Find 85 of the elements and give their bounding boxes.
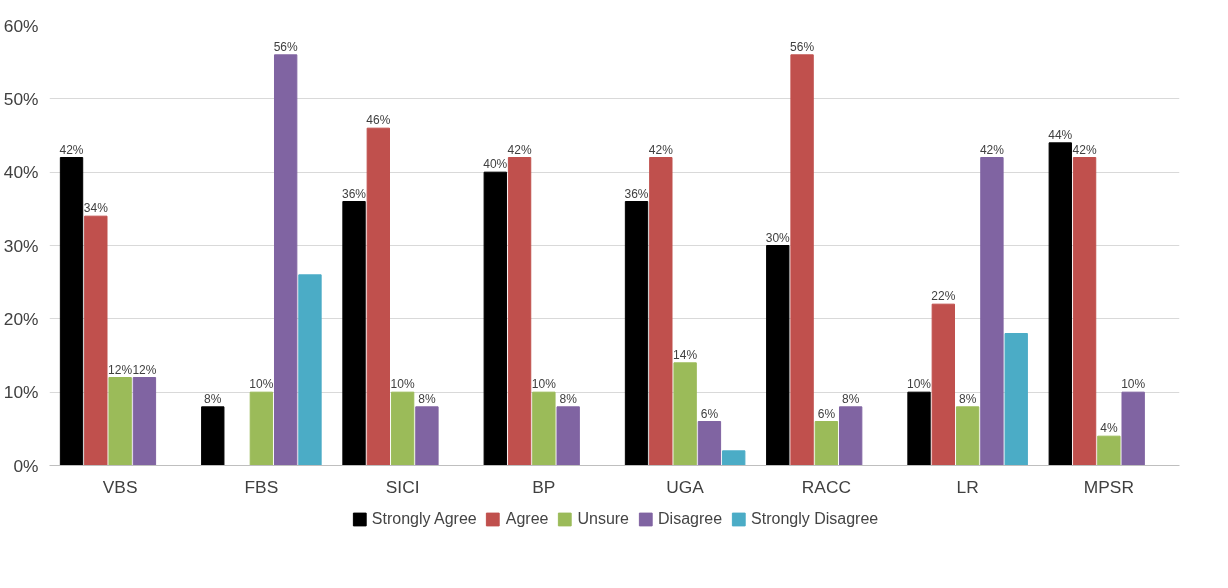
legend-label: Unsure xyxy=(577,510,630,528)
bar xyxy=(1072,157,1097,466)
bar xyxy=(790,54,814,466)
data-label: 42% xyxy=(59,142,84,157)
bar xyxy=(1004,333,1028,466)
legend-label: Disagree xyxy=(658,510,723,528)
bar xyxy=(1048,142,1072,466)
bar xyxy=(980,157,1004,466)
bar xyxy=(298,274,322,466)
legend-label: Strongly Agree xyxy=(371,510,477,528)
bar xyxy=(838,406,863,466)
bar xyxy=(201,406,225,466)
bar xyxy=(1121,391,1145,466)
bar xyxy=(415,406,439,466)
bar xyxy=(132,377,157,466)
y-tick-label: 50% xyxy=(3,88,39,109)
data-label: 8% xyxy=(559,391,578,406)
y-tick-label: 60% xyxy=(3,15,39,36)
y-tick-label: 20% xyxy=(3,308,39,329)
data-label: 6% xyxy=(817,406,836,421)
bar xyxy=(108,377,132,466)
x-tick-label: LR xyxy=(956,476,979,497)
x-tick-label: MPSR xyxy=(1083,476,1134,497)
y-tick-label: 40% xyxy=(3,162,39,183)
y-tick-label: 0% xyxy=(13,455,39,476)
x-tick-label: UGA xyxy=(666,476,705,497)
data-label: 40% xyxy=(483,157,508,172)
data-label: 36% xyxy=(624,186,649,201)
bar xyxy=(59,157,84,466)
data-label: 10% xyxy=(249,377,274,392)
data-label: 8% xyxy=(842,391,860,406)
bar xyxy=(673,362,697,466)
data-label: 8% xyxy=(204,391,222,406)
bar xyxy=(1097,435,1121,466)
data-label: 34% xyxy=(83,201,109,216)
bar xyxy=(649,157,673,466)
x-tick-label: SICI xyxy=(385,476,420,497)
bar xyxy=(342,201,366,466)
data-label: 10% xyxy=(907,377,932,392)
bar xyxy=(907,391,931,466)
data-label: 22% xyxy=(931,289,956,304)
bar xyxy=(624,201,649,466)
legend-label: Strongly Disagree xyxy=(751,510,879,528)
x-tick-label: RACC xyxy=(801,476,851,497)
data-label: 10% xyxy=(1121,377,1146,392)
data-label: 42% xyxy=(648,142,674,157)
bar xyxy=(697,421,722,466)
data-label: 44% xyxy=(1048,127,1073,142)
data-label: 10% xyxy=(531,377,557,392)
y-tick-label: 30% xyxy=(3,235,39,256)
bar xyxy=(507,157,532,466)
data-label: 12% xyxy=(108,362,133,377)
data-label: 56% xyxy=(273,39,299,54)
y-tick-label: 10% xyxy=(3,382,39,403)
bar xyxy=(722,450,746,466)
legend-label: Agree xyxy=(505,510,549,528)
data-label: 42% xyxy=(979,142,1005,157)
bar xyxy=(955,406,980,466)
x-tick-label: VBS xyxy=(102,476,138,497)
data-label: 36% xyxy=(342,186,367,201)
bar xyxy=(273,54,298,466)
bar xyxy=(84,215,108,466)
bar xyxy=(556,406,580,466)
bar xyxy=(390,391,415,466)
data-label: 6% xyxy=(700,406,719,421)
data-label: 30% xyxy=(765,230,791,245)
bar xyxy=(766,245,790,466)
data-label: 42% xyxy=(1072,142,1097,157)
bar xyxy=(483,171,507,466)
bar xyxy=(532,391,556,466)
data-label: 12% xyxy=(132,362,157,377)
data-label: 56% xyxy=(790,39,815,54)
x-tick-label: BP xyxy=(532,476,556,497)
data-label: 4% xyxy=(1100,421,1118,436)
data-label: 8% xyxy=(418,391,436,406)
bar xyxy=(366,127,391,466)
data-label: 10% xyxy=(390,377,415,392)
bar xyxy=(931,303,956,466)
bar xyxy=(249,391,274,466)
data-label: 8% xyxy=(958,391,977,406)
data-label: 42% xyxy=(507,142,532,157)
data-label: 46% xyxy=(366,113,391,128)
bar xyxy=(814,421,839,466)
x-tick-label: FBS xyxy=(244,476,279,497)
data-label: 14% xyxy=(673,347,698,362)
